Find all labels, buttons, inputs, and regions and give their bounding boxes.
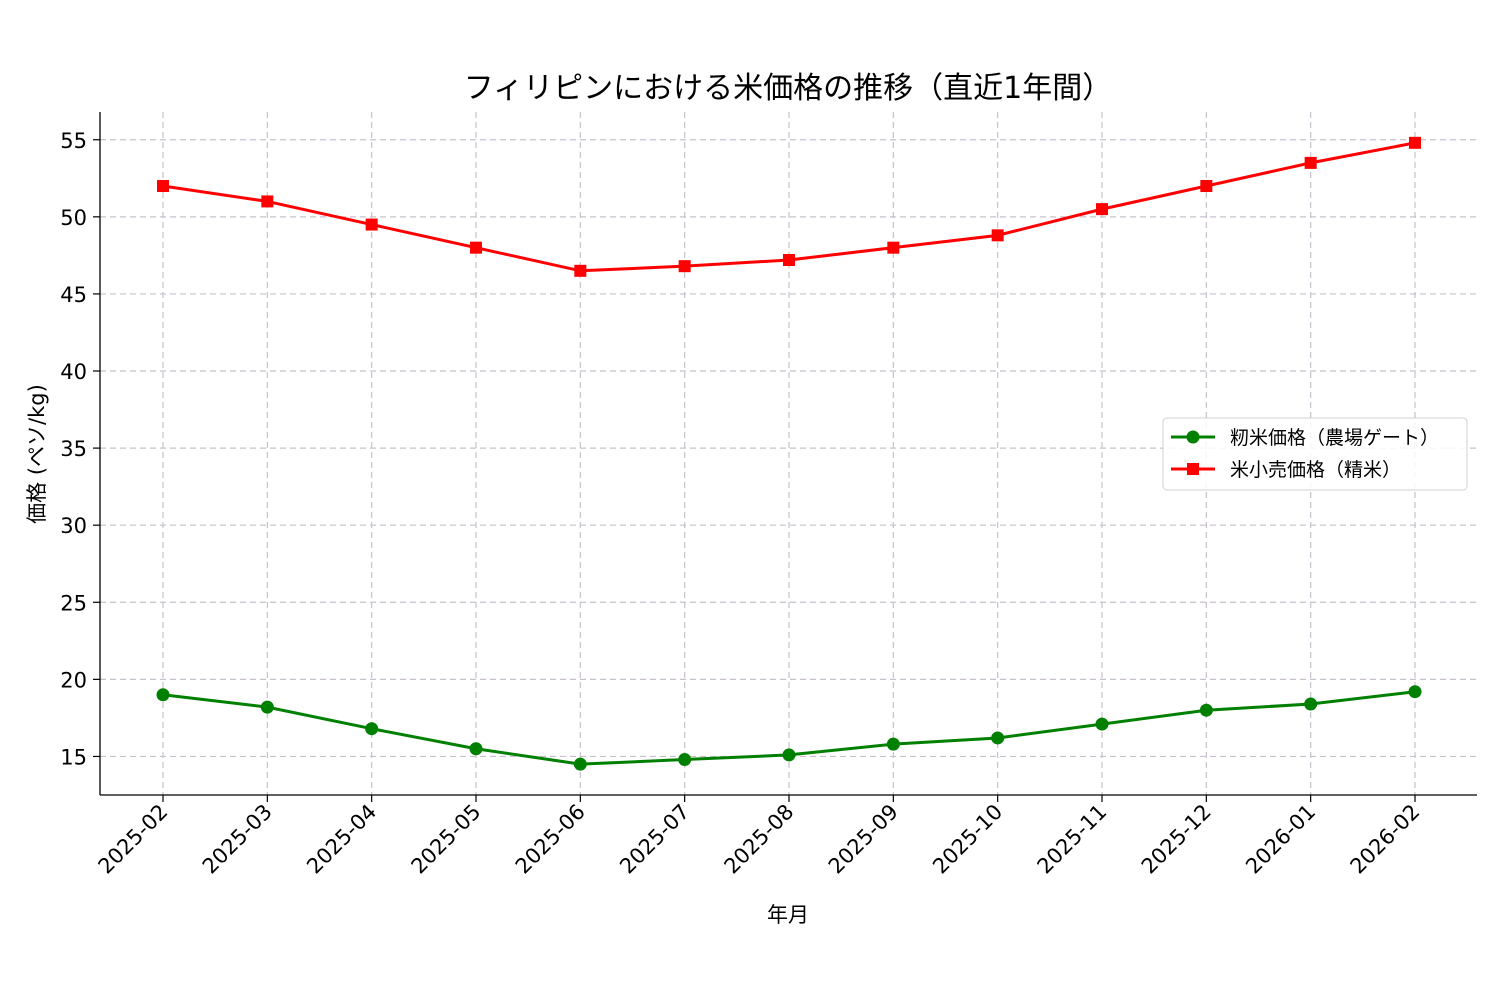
data-point [470,241,482,254]
data-point [886,737,900,751]
data-point [887,241,900,254]
data-point [1408,685,1422,699]
y-tick-label: 50 [60,206,87,230]
x-tick-label: 2025-09 [824,800,903,879]
data-point [574,264,587,277]
legend-box [1162,417,1468,491]
data-point [1409,136,1421,149]
y-tick-label: 30 [60,514,87,538]
data-point [573,757,587,771]
data-point [1304,156,1317,169]
legend-marker [1186,430,1200,444]
x-tick-label: 2025-12 [1137,800,1216,879]
series-0 [156,685,1422,771]
data-point [260,700,274,714]
y-tick-label: 55 [60,129,87,153]
x-tick-label: 2025-04 [302,800,381,879]
x-tick-label: 2026-02 [1346,800,1425,879]
chart-title: フィリピンにおける米価格の推移（直近1年間） [464,71,1113,106]
data-point [157,180,169,193]
legend-label: 米小売価格（精米） [1230,459,1401,481]
data-point [1199,703,1213,717]
data-point [156,688,170,702]
data-point [678,753,692,767]
x-tick-label: 2025-11 [1033,800,1112,879]
y-tick-label: 35 [60,437,87,461]
x-tick-label: 2025-07 [615,800,694,879]
data-point [782,748,796,762]
x-tick-label: 2025-02 [94,800,173,879]
data-point [365,722,379,736]
x-tick-label: 2025-03 [198,800,277,879]
x-tick-label: 2026-01 [1241,800,1320,879]
data-point [783,254,795,267]
data-point [991,229,1004,242]
y-tick-label: 40 [60,360,87,384]
y-tick-label: 15 [60,745,87,769]
data-point [1200,180,1213,193]
y-axis-label: 価格 (ペソ/kg) [25,384,49,524]
legend-label: 籾米価格（農場ゲート） [1230,427,1439,449]
legend-marker [1187,463,1199,475]
data-point [365,218,378,231]
data-point [1095,717,1109,731]
series-layer [156,136,1422,771]
x-tick-label: 2025-06 [511,800,590,879]
series-1 [157,136,1421,277]
data-point [991,731,1005,745]
data-point [678,260,691,273]
data-point [261,195,274,208]
y-tick-label: 20 [60,668,87,692]
data-point [1096,203,1108,216]
axes: 15 20 25 30 35 40 45 50 55 2025-02 2025-03 2025-04 2… [60,112,1477,879]
x-tick-label: 2025-05 [407,800,486,879]
data-point [1304,697,1318,711]
y-tick-label: 45 [60,283,87,307]
x-tick-label: 2025-10 [928,800,1007,879]
legend: 籾米価格（農場ゲート） 米小売価格（精米） [1162,417,1468,491]
y-tick-label: 25 [60,591,87,615]
data-point [469,742,483,756]
x-tick-label: 2025-08 [720,800,799,879]
x-axis-label: 年月 [767,903,809,927]
